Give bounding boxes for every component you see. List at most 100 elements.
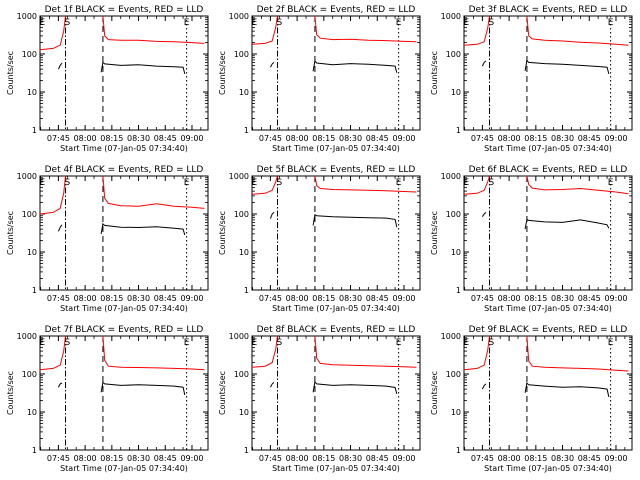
- chart-panel: Det 5f BLACK = Events, RED = LLD 1 10 100 10…: [218, 165, 421, 313]
- y-tick-label: 1000: [229, 332, 249, 341]
- x-tick-label: 08:30: [127, 134, 150, 143]
- x-tick-label: 08:00: [498, 134, 521, 143]
- y-tick-label: 1000: [441, 12, 461, 21]
- plot-frame: [39, 175, 209, 291]
- x-tick-label: 07:45: [259, 294, 282, 303]
- x-tick-label: 08:30: [551, 294, 574, 303]
- events-series-line: [481, 212, 610, 230]
- event-marker-label: E: [396, 18, 402, 28]
- y-axis-label: Counts/sec: [430, 371, 439, 415]
- x-tick-label: 08:45: [578, 454, 601, 463]
- chart-title: Det 7f BLACK = Events, RED = LLD: [45, 325, 204, 335]
- x-axis-label: Start Time (07-Jan-05 07:34:40): [60, 144, 188, 153]
- chart-panel: Det 3f BLACK = Events, RED = LLD 1 10 100 10…: [430, 5, 633, 153]
- event-marker-label: E: [40, 338, 46, 348]
- y-tick-label: 10: [451, 408, 461, 417]
- x-tick-label: 08:15: [312, 134, 335, 143]
- x-tick-label: 08:00: [74, 454, 97, 463]
- x-tick-label: 08:15: [312, 454, 335, 463]
- chart-panel: Det 7f BLACK = Events, RED = LLD 1 10 100 10…: [6, 325, 209, 473]
- y-tick-label: 1: [244, 446, 249, 455]
- event-marker-label: E: [608, 178, 614, 188]
- lld-series-line: [252, 176, 417, 195]
- y-axis-label: Counts/sec: [6, 51, 15, 95]
- chart-panel: Det 2f BLACK = Events, RED = LLD 1 10 100 10…: [218, 5, 421, 153]
- chart-title: Det 4f BLACK = Events, RED = LLD: [45, 165, 204, 175]
- x-tick-label: 08:15: [312, 294, 335, 303]
- event-marker-label: S: [64, 338, 70, 348]
- x-tick-label: 07:45: [259, 134, 282, 143]
- x-tick-label: 08:30: [127, 294, 150, 303]
- x-tick-label: 08:30: [551, 134, 574, 143]
- lld-series-line: [40, 16, 205, 51]
- y-tick-label: 10: [239, 248, 249, 257]
- x-tick-label: 08:15: [100, 294, 123, 303]
- x-tick-label: 08:00: [498, 294, 521, 303]
- chart-panel: Det 4f BLACK = Events, RED = LLD 1 10 100 10…: [6, 165, 209, 313]
- y-axis-label: Counts/sec: [218, 371, 227, 415]
- events-series-line: [481, 59, 610, 75]
- events-series-line: [57, 61, 186, 75]
- y-tick-label: 100: [234, 50, 249, 59]
- y-tick-label: 10: [451, 248, 461, 257]
- chart-title: Det 8f BLACK = Events, RED = LLD: [257, 325, 416, 335]
- event-marker-label: S: [64, 18, 70, 28]
- x-tick-label: 08:45: [366, 134, 389, 143]
- y-tick-label: 1: [244, 286, 249, 295]
- x-tick-label: 08:45: [154, 294, 177, 303]
- x-tick-label: 08:15: [524, 294, 547, 303]
- x-tick-label: 09:00: [604, 134, 627, 143]
- x-tick-label: 08:45: [366, 454, 389, 463]
- x-tick-label: 08:00: [286, 454, 309, 463]
- x-axis-label: Start Time (07-Jan-05 07:34:40): [272, 144, 400, 153]
- event-marker-label: E: [184, 338, 190, 348]
- x-tick-label: 07:45: [471, 294, 494, 303]
- x-tick-label: 09:00: [604, 294, 627, 303]
- lld-series-line: [464, 336, 629, 372]
- x-tick-label: 07:45: [259, 454, 282, 463]
- x-tick-label: 08:00: [74, 294, 97, 303]
- event-marker-label: S: [488, 338, 494, 348]
- y-tick-label: 1000: [229, 172, 249, 181]
- x-tick-label: 09:00: [180, 134, 203, 143]
- event-marker-label: E: [40, 18, 46, 28]
- y-tick-label: 100: [446, 50, 461, 59]
- x-tick-label: 08:00: [286, 134, 309, 143]
- x-tick-label: 08:45: [578, 294, 601, 303]
- x-tick-label: 08:45: [578, 134, 601, 143]
- plot-frame: [463, 15, 633, 131]
- x-tick-label: 07:45: [471, 454, 494, 463]
- y-tick-label: 1: [244, 126, 249, 135]
- x-tick-label: 09:00: [392, 454, 415, 463]
- event-marker-label: E: [464, 178, 470, 188]
- x-tick-label: 08:00: [286, 294, 309, 303]
- event-marker-label: E: [252, 338, 258, 348]
- y-tick-label: 100: [446, 210, 461, 219]
- lld-series-line: [464, 16, 629, 46]
- chart-title: Det 5f BLACK = Events, RED = LLD: [257, 165, 416, 175]
- lld-series-line: [40, 176, 205, 215]
- x-tick-label: 08:15: [100, 134, 123, 143]
- event-marker-label: S: [488, 178, 494, 188]
- chart-title: Det 1f BLACK = Events, RED = LLD: [45, 5, 204, 15]
- event-marker-label: E: [252, 18, 258, 28]
- x-axis-label: Start Time (07-Jan-05 07:34:40): [484, 144, 612, 153]
- y-tick-label: 100: [234, 210, 249, 219]
- events-series-line: [269, 380, 398, 395]
- event-marker-label: E: [608, 338, 614, 348]
- chart-title: Det 2f BLACK = Events, RED = LLD: [257, 5, 416, 15]
- events-series-line: [57, 222, 186, 236]
- x-tick-label: 07:45: [47, 294, 70, 303]
- y-axis-label: Counts/sec: [430, 51, 439, 95]
- event-marker-label: E: [252, 178, 258, 188]
- events-series-line: [481, 381, 610, 398]
- event-marker-label: E: [40, 178, 46, 188]
- y-axis-label: Counts/sec: [6, 211, 15, 255]
- event-marker-label: E: [184, 178, 190, 188]
- x-tick-label: 08:00: [74, 134, 97, 143]
- y-tick-label: 10: [239, 408, 249, 417]
- chart-panel: Det 8f BLACK = Events, RED = LLD 1 10 100 10…: [218, 325, 421, 473]
- x-tick-label: 08:30: [551, 454, 574, 463]
- event-marker-label: S: [276, 178, 282, 188]
